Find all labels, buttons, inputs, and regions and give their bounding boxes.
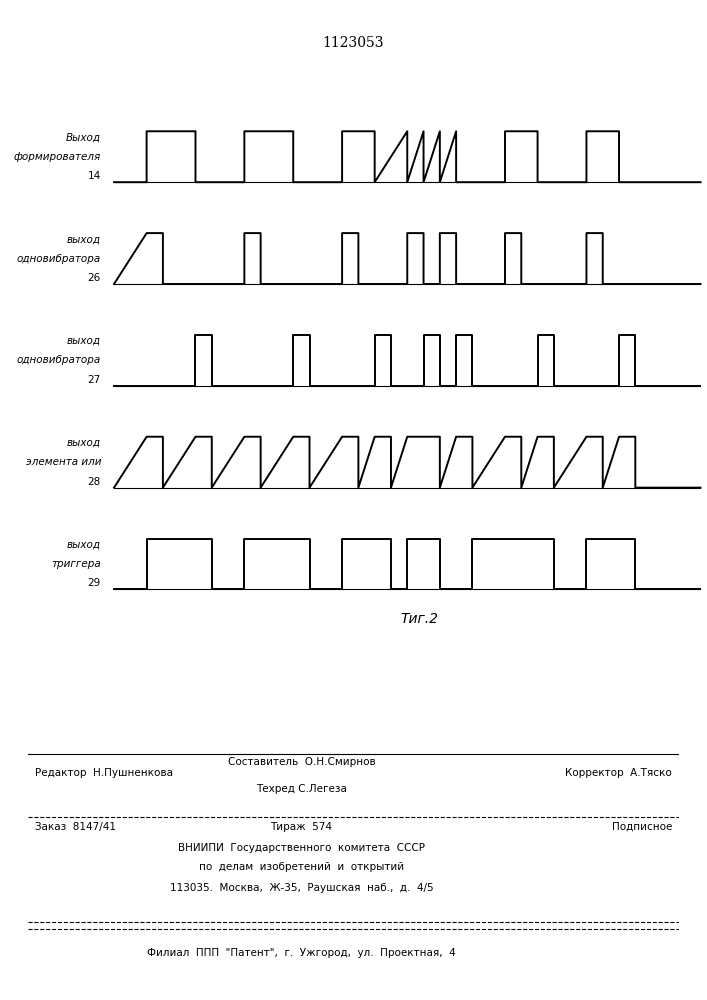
Text: по  делам  изобретений  и  открытий: по делам изобретений и открытий [199, 862, 404, 872]
Text: 113035.  Москва,  Ж-35,  Раушская  наб.,  д.  4/5: 113035. Москва, Ж-35, Раушская наб., д. … [170, 883, 433, 893]
Text: выход: выход [67, 336, 101, 346]
Text: 29: 29 [88, 578, 101, 588]
Text: одновибратора: одновибратора [17, 355, 101, 365]
Text: одновибратора: одновибратора [17, 254, 101, 264]
Text: Редактор  Н.Пушненкова: Редактор Н.Пушненкова [35, 768, 173, 778]
Text: 27: 27 [88, 375, 101, 385]
Text: Составитель  О.Н.Смирнов: Составитель О.Н.Смирнов [228, 757, 375, 767]
Text: формирователя: формирователя [13, 152, 101, 162]
Text: элемента или: элемента или [25, 457, 101, 467]
Text: ВНИИПИ  Государственного  комитета  СССР: ВНИИПИ Государственного комитета СССР [178, 843, 425, 853]
Text: 14: 14 [88, 171, 101, 181]
Text: выход: выход [67, 540, 101, 550]
Text: Филиал  ППП  "Патент",  г.  Ужгород,  ул.  Проектная,  4: Филиал ППП "Патент", г. Ужгород, ул. Про… [147, 948, 456, 958]
Text: выход: выход [67, 438, 101, 448]
Text: 26: 26 [88, 273, 101, 283]
Text: Заказ  8147/41: Заказ 8147/41 [35, 822, 116, 832]
Text: Корректор  А.Тяско: Корректор А.Тяско [566, 768, 672, 778]
Text: Тираж  574: Тираж 574 [271, 822, 332, 832]
Text: Подписное: Подписное [612, 822, 672, 832]
Text: выход: выход [67, 234, 101, 244]
Text: 28: 28 [88, 477, 101, 487]
Text: триггера: триггера [51, 559, 101, 569]
Text: 1123053: 1123053 [323, 36, 384, 50]
Text: Техред С.Легеза: Техред С.Легеза [256, 784, 347, 794]
Text: Τиг.2: Τиг.2 [400, 612, 438, 626]
Text: Выход: Выход [66, 132, 101, 142]
